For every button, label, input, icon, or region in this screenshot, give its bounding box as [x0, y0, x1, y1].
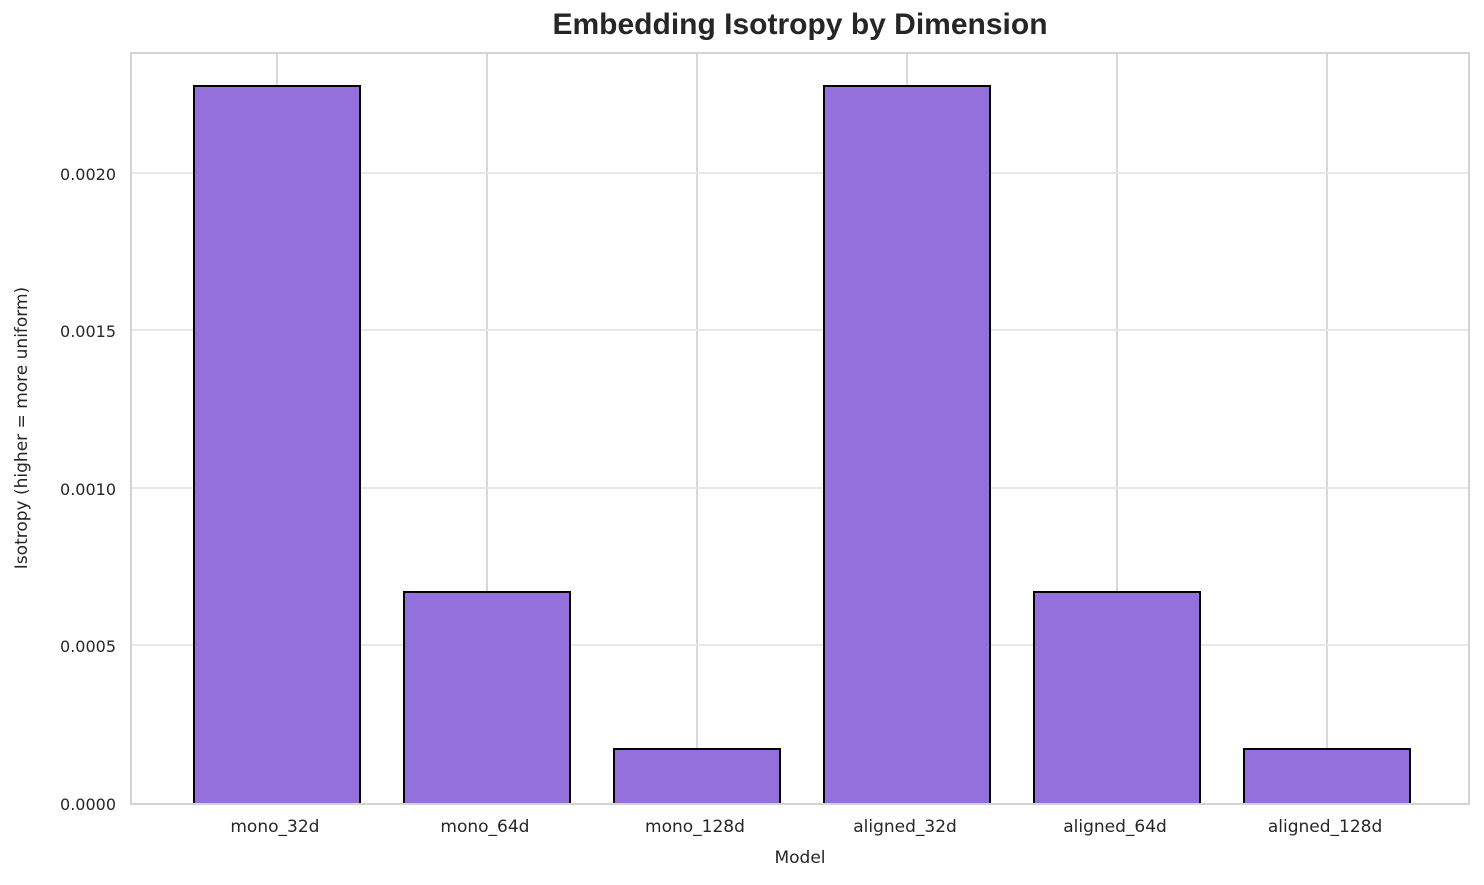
y-tick-label: 0.0010 [60, 479, 116, 499]
vertical-gridline [695, 54, 698, 803]
x-axis-label: Model [774, 848, 826, 868]
bar-aligned_64d [1033, 590, 1202, 803]
y-axis-label: Isotropy (higher = more uniform) [12, 286, 32, 570]
x-tick-label: aligned_64d [1063, 817, 1167, 837]
y-tick-label: 0.0000 [60, 795, 116, 814]
horizontal-gridline [132, 486, 1468, 489]
chart-title: Embedding Isotropy by Dimension [552, 8, 1048, 41]
vertical-gridline [1326, 54, 1329, 803]
bar-mono_32d [192, 84, 361, 803]
vertical-gridline [485, 54, 488, 803]
x-tick-label: mono_64d [440, 817, 530, 837]
bar-aligned_128d [1243, 747, 1412, 803]
plot-area [130, 52, 1470, 805]
x-tick-label: aligned_128d [1267, 817, 1383, 837]
bar-aligned_32d [823, 84, 992, 803]
y-tick-label: 0.0015 [60, 322, 116, 342]
x-tick-label: aligned_32d [853, 817, 957, 837]
y-tick-label: 0.0020 [60, 164, 116, 184]
x-tick-label: mono_32d [230, 817, 320, 837]
vertical-gridline [1116, 54, 1119, 803]
x-tick-label: mono_128d [645, 817, 745, 837]
bar-mono_128d [612, 747, 781, 803]
y-tick-label: 0.0005 [60, 637, 116, 657]
horizontal-gridline [132, 171, 1468, 174]
horizontal-gridline [132, 329, 1468, 332]
horizontal-gridline [132, 644, 1468, 647]
bar-mono_64d [402, 590, 571, 803]
